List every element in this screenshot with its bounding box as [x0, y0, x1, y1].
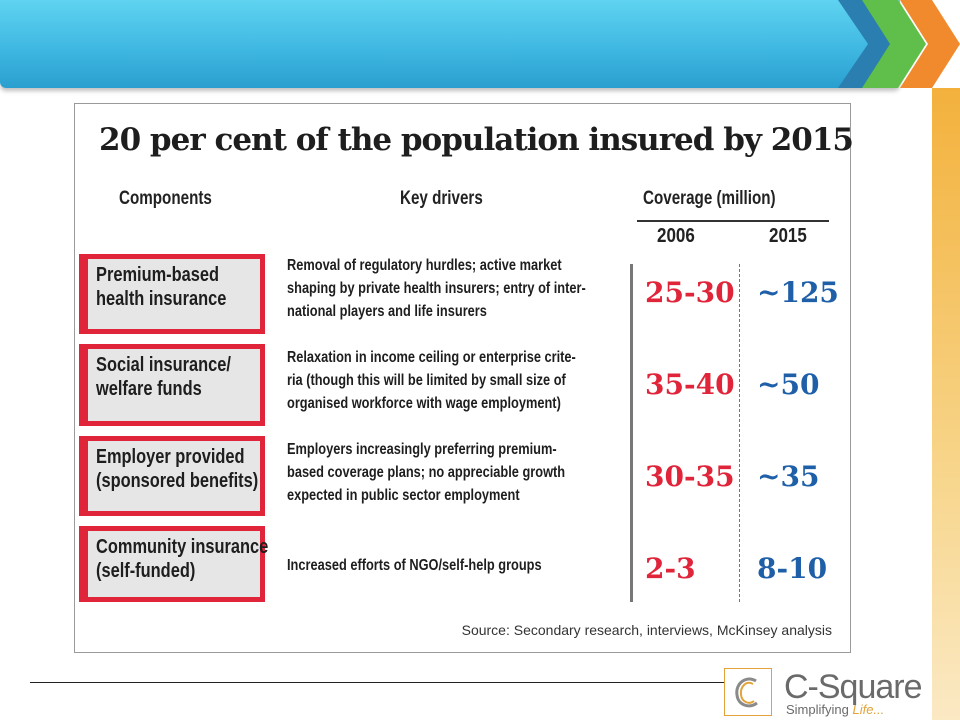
- coverage-2006-value: 30-35: [645, 460, 735, 493]
- footer-divider: [30, 682, 730, 683]
- coverage-2015-value: ~50: [757, 368, 820, 401]
- driver-line: expected in public sector employment: [287, 487, 520, 504]
- component-premium-based: Premium-based health insurance: [79, 254, 265, 334]
- driver-line: Employers increasingly preferring premiu…: [287, 441, 557, 458]
- component-line: Social insurance/: [96, 354, 231, 376]
- driver-line: Relaxation in income ceiling or enterpri…: [287, 349, 576, 366]
- coverage-2006-value: 35-40: [645, 368, 735, 401]
- component-line: (self-funded): [96, 560, 196, 582]
- driver-line: shaping by private health insurers; entr…: [287, 280, 586, 297]
- component-community-insurance: Community insurance (self-funded): [79, 526, 269, 602]
- coverage-2006-value: 25-30: [645, 276, 735, 309]
- side-accent-strip: [932, 88, 960, 720]
- infographic-title: 20 per cent of the population insured by…: [99, 122, 854, 158]
- coverage-2015-value: 8-10: [757, 552, 828, 585]
- component-line: Community insurance: [96, 536, 269, 558]
- banner-chevron-icons: [838, 0, 960, 88]
- drivers-community-insurance: Increased efforts of NGO/self-help group…: [287, 554, 707, 577]
- drivers-premium-based: Removal of regulatory hurdles; active ma…: [287, 254, 707, 323]
- header-year-2015: 2015: [769, 225, 807, 247]
- driver-line: based coverage plans; no appreciable gro…: [287, 464, 566, 481]
- component-line: (sponsored benefits): [96, 470, 259, 492]
- coverage-underline: [637, 220, 829, 222]
- driver-line: ria (though this will be limited by smal…: [287, 372, 566, 389]
- brand-tagline: Simplifying Life...: [786, 702, 884, 717]
- driver-line: Increased efforts of NGO/self-help group…: [287, 557, 542, 574]
- component-employer-provided: Employer provided (sponsored benefits): [79, 436, 265, 516]
- component-line: Premium-based: [96, 264, 220, 286]
- component-line: health insurance: [96, 288, 227, 310]
- source-note: Source: Secondary research, interviews, …: [461, 622, 832, 638]
- driver-line: national players and life insurers: [287, 303, 487, 320]
- component-line: welfare funds: [96, 378, 202, 400]
- coverage-2006-value: 2-3: [645, 552, 696, 585]
- coverage-2015-value: ~125: [757, 276, 839, 309]
- header-components: Components: [119, 188, 212, 209]
- brand-name: C-Square: [784, 668, 923, 706]
- component-line: Employer provided: [96, 446, 245, 468]
- header-year-2006: 2006: [657, 225, 695, 247]
- drivers-social-insurance: Relaxation in income ceiling or enterpri…: [287, 346, 707, 415]
- infographic-card: 20 per cent of the population insured by…: [74, 103, 854, 653]
- driver-line: organised workforce with wage employment…: [287, 395, 561, 412]
- tagline-accent: Life...: [852, 702, 885, 717]
- component-social-insurance: Social insurance/ welfare funds: [79, 344, 265, 426]
- header-key-drivers: Key drivers: [400, 188, 483, 209]
- column-divider-solid: [630, 264, 633, 602]
- c-square-logo-icon: [724, 668, 772, 716]
- drivers-employer-provided: Employers increasingly preferring premiu…: [287, 438, 707, 507]
- header-banner: [0, 0, 900, 88]
- driver-line: Removal of regulatory hurdles; active ma…: [287, 257, 562, 274]
- tagline-main: Simplifying: [786, 702, 853, 717]
- column-divider-dashed: [739, 264, 740, 602]
- header-coverage: Coverage (million): [643, 188, 776, 209]
- coverage-2015-value: ~35: [757, 460, 820, 493]
